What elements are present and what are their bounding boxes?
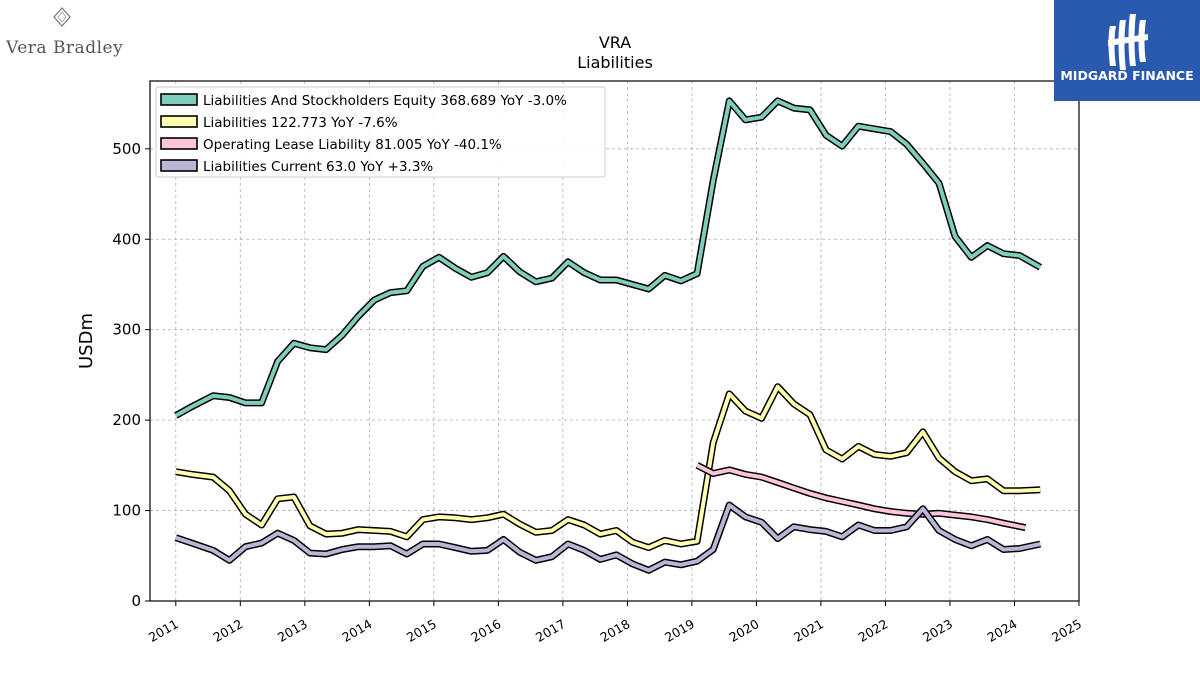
y-tick-label: 100 [112,502,141,520]
x-tick-label: 2023 [920,616,955,645]
legend-swatch [160,115,198,128]
legend-label: Liabilities And Stockholders Equity 368.… [203,93,567,109]
y-tick-label: 400 [112,230,141,248]
midgard-finance-wordmark: MIDGARD FINANCE [1060,68,1194,83]
legend-label: Operating Lease Liability 81.005 YoY -40… [203,137,502,153]
legend-label: Liabilities Current 63.0 YoY +3.3% [203,159,433,175]
legend: Liabilities And Stockholders Equity 368.… [155,86,606,178]
chart-title: VRA [599,33,631,52]
x-axis: 2011 2012 2013 2014 2015 2016 2017 2018 2019 2020… [146,601,1084,645]
x-tick-label: 2012 [210,616,245,645]
x-tick-label: 2013 [275,616,310,645]
legend-swatch [160,159,198,172]
x-tick-label: 2020 [726,616,761,645]
legend-box [155,86,606,178]
series-line [175,503,1041,573]
legend-swatch [160,137,198,150]
x-tick-label: 2015 [404,616,439,645]
x-tick-label: 2011 [146,616,181,645]
series-liabilities-and-stockholders-equity [174,97,1043,419]
x-tick-label: 2021 [791,616,826,645]
y-axis: 0 100 200 300 400 500 [112,140,150,610]
chart-subtitle: Liabilities [577,53,653,72]
series-liabilities [175,383,1041,552]
vera-bradley-wordmark: Vera Bradley [6,38,124,58]
series-line [175,384,1041,550]
midgard-logo-mark [1054,0,1200,101]
series-line [696,463,1026,530]
plot-frame [149,80,1080,602]
series-line [174,98,1042,418]
legend-swatch [160,93,198,106]
diamond-icon [53,7,71,27]
x-tick-label: 2016 [468,616,503,645]
x-tick-label: 2022 [856,616,891,645]
legend-label: Liabilities 122.773 YoY -7.6% [203,115,398,131]
x-tick-label: 2018 [597,616,632,645]
x-tick-label: 2019 [662,616,697,645]
x-tick-label: 2024 [985,616,1020,645]
y-tick-label: 500 [112,140,141,158]
x-tick-label: 2017 [533,616,568,645]
series-liabilities-current [174,501,1042,574]
x-tick-label: 2014 [339,616,374,645]
y-tick-label: 200 [112,411,141,429]
y-axis-label: USDm [76,313,97,369]
vera-bradley-logo: Vera Bradley [6,6,124,62]
y-tick-label: 300 [112,321,141,339]
series-operating-lease-liability [695,462,1027,532]
y-tick-label: 0 [131,592,141,610]
series-lines [174,97,1043,574]
x-tick-label: 2025 [1049,616,1084,645]
midgard-finance-logo: MIDGARD FINANCE [1054,0,1200,101]
